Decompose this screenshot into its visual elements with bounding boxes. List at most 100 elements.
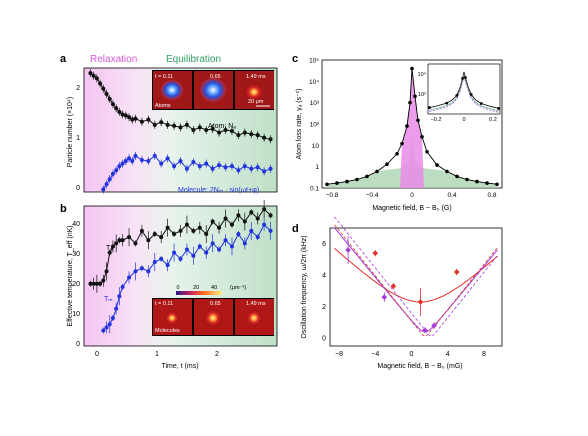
ytick-label-d: 6 [322, 241, 326, 248]
data-point-d [422, 327, 428, 334]
data-point-b [217, 247, 222, 252]
ylabel-b: Effective temperature, T_eff (nK) [67, 225, 74, 326]
data-point-b [191, 228, 196, 233]
inset-ytick: 10² [418, 92, 426, 98]
data-point-c [410, 66, 414, 71]
data-point-c [345, 179, 349, 184]
data-point-a [255, 133, 260, 138]
data-point-b [242, 219, 247, 224]
resonance-shade-c [400, 68, 424, 188]
data-point-a [117, 109, 122, 114]
data-point-c [416, 118, 420, 123]
data-point-a [197, 125, 202, 130]
data-point-a [152, 122, 157, 127]
data-point-a [178, 159, 183, 163]
inset-data-point [469, 93, 473, 96]
data-point-a [197, 164, 202, 169]
panel-letter-d: d [292, 223, 299, 235]
data-point-a [107, 177, 112, 182]
ytick-label-b: 40 [72, 221, 80, 228]
colorbar-tick: 0 [176, 285, 179, 291]
data-point-a [159, 161, 164, 166]
data-point-b [110, 244, 115, 249]
data-point-a [107, 97, 112, 101]
data-point-a [139, 119, 144, 124]
panel-b: b Effective temperature, T_eff (nK) 0 10… [60, 200, 278, 370]
data-point-b [165, 225, 170, 230]
molecule-image-time-3: 1.49 ms [246, 301, 266, 307]
data-point-a [165, 156, 170, 161]
xlabel-d: Magnetic field, B − B₀ (mG) [377, 363, 462, 370]
data-point-a [178, 125, 183, 130]
data-point-b [268, 228, 273, 233]
atom-image-time-1: t = 0.11 [155, 74, 173, 80]
panel-d: d Oscillation frequency, ω/2π (kHz) Magn… [292, 216, 503, 370]
data-point-b [223, 238, 228, 243]
yticks-a: 0 1 2 [76, 85, 80, 192]
data-point-b [262, 207, 267, 212]
panel-letter-c: c [292, 53, 298, 65]
inset-data-point [497, 107, 500, 110]
data-point-a [236, 168, 241, 173]
xtick-label-b: 1 [155, 351, 159, 358]
data-point-b [242, 241, 247, 246]
data-point-a [191, 128, 196, 132]
data-point-b [120, 238, 125, 243]
data-point-d [417, 299, 424, 305]
data-point-a [236, 133, 241, 138]
data-point-b [127, 275, 132, 280]
data-point-a [223, 128, 228, 132]
data-point-a [110, 171, 115, 176]
data-point-c [485, 181, 489, 185]
xtick-label-b: 0 [95, 351, 99, 358]
data-point-c [475, 179, 479, 184]
ytick-label-a: 2 [76, 85, 80, 92]
data-point-c [385, 162, 389, 167]
xtick-label-c: −0.4 [366, 192, 379, 199]
xtick-label-b: 2 [215, 351, 219, 358]
data-point-a [191, 160, 196, 165]
inset-series-c [428, 71, 500, 113]
data-point-c [455, 174, 459, 179]
data-point-d [453, 269, 460, 275]
data-point-c [375, 169, 379, 174]
data-point-b [255, 216, 260, 221]
phase-equilibration-label: Equilibration [166, 54, 221, 65]
molecule-image-label: Molecules [155, 328, 180, 334]
data-point-a [268, 137, 273, 142]
data-point-a [242, 130, 247, 135]
data-point-c [445, 169, 449, 174]
data-point-b [117, 238, 122, 243]
data-point-d [345, 247, 351, 253]
data-point-c [413, 94, 417, 99]
yticks-b: 0 10 20 30 40 [72, 221, 80, 348]
data-point-b [104, 269, 109, 274]
data-point-a [98, 81, 103, 86]
xticks-d: −8 −4 0 4 8 [335, 351, 486, 358]
data-point-b [217, 225, 222, 230]
data-point-a [210, 166, 215, 171]
panel-c-inset: 10⁴ 10² −0.2 0 0.2 [418, 63, 501, 123]
data-point-b [159, 235, 164, 240]
colorbar-gradient [176, 291, 222, 295]
data-point-a [130, 159, 135, 163]
data-point-a [139, 157, 144, 162]
data-point-b [165, 263, 170, 268]
series-group-d [334, 216, 498, 338]
ytick-label-c: 0.1 [310, 186, 319, 193]
inset-xtick: 0.2 [489, 117, 497, 123]
data-point-b [184, 247, 189, 252]
data-point-b [146, 269, 151, 274]
ytick-label-b: 10 [72, 311, 80, 318]
data-point-a [262, 135, 267, 140]
data-point-a [165, 122, 170, 127]
xlabel-b: Time, t (ms) [161, 363, 198, 370]
xticks-c: −0.8 −0.4 0 0.4 0.8 [326, 192, 497, 199]
ytick-label-c: 10⁴ [309, 79, 319, 86]
fit-line-d [334, 247, 498, 303]
data-point-b [139, 228, 144, 233]
data-point-a [249, 166, 254, 171]
inset-xtick: 0 [462, 117, 465, 123]
molecule-image-time-1: t = 0.11 [155, 301, 173, 307]
data-point-a [123, 159, 128, 163]
